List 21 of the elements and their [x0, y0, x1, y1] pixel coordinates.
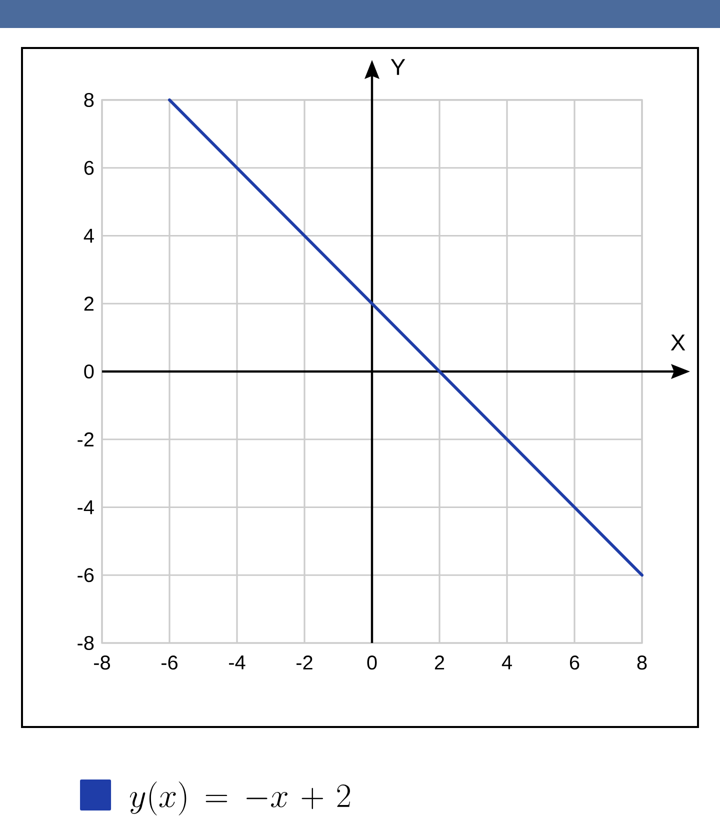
y-tick-label: 0	[84, 364, 94, 379]
y-axis-title: Y	[390, 59, 406, 75]
x-tick-label: 4	[502, 656, 512, 670]
y-tick-label: -4	[78, 500, 94, 514]
y-tick-label: 8	[84, 92, 94, 108]
x-tick-label: -2	[296, 656, 312, 670]
x-tick-label: -4	[229, 656, 246, 670]
x-tick-label: -6	[162, 656, 178, 670]
x-tick-label: 6	[570, 656, 580, 670]
y-tick-label: 2	[84, 296, 94, 311]
y-tick-label: 6	[84, 160, 94, 175]
y-tick-label: -6	[78, 568, 94, 582]
x-tick-label: 2	[434, 656, 444, 670]
y-tick-label: -8	[78, 636, 94, 650]
x-tick-label: 8	[637, 656, 647, 670]
text: $y(x) = -x + 2$	[130, 782, 350, 816]
x-tick-label: -8	[94, 656, 110, 670]
x-axis-title: X	[670, 334, 686, 350]
y-tick-label: 4	[84, 228, 94, 243]
x-tick-label: 0	[367, 656, 377, 670]
y-tick-label: -2	[78, 432, 94, 446]
